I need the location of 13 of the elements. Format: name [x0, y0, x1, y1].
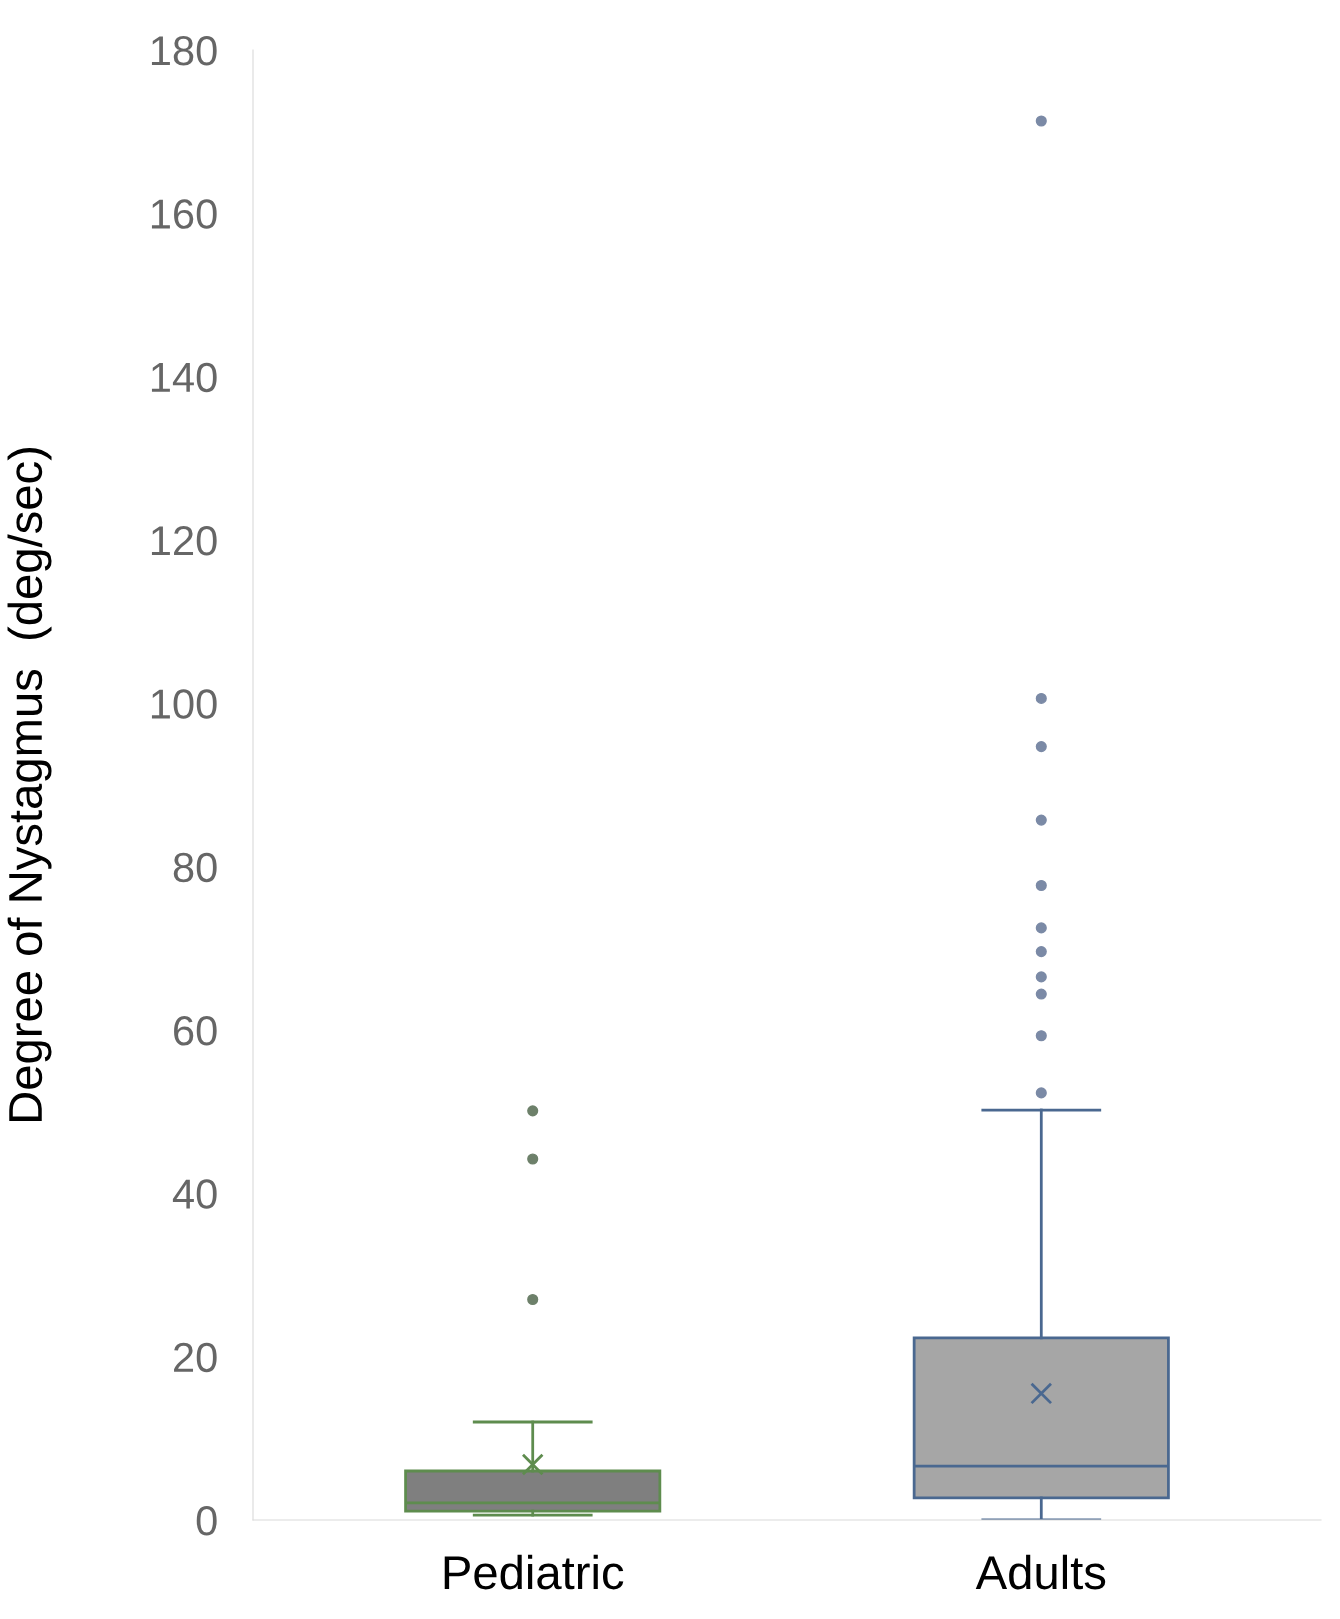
y-tick-label: 0 — [196, 1506, 217, 1536]
y-tick-label: 80 — [173, 852, 217, 883]
y-tick-label: 60 — [174, 1016, 217, 1046]
y-tick-label: 160 — [151, 199, 217, 229]
y-tick-label: 140 — [151, 362, 217, 393]
x-tick-label: Pediatric — [444, 1554, 624, 1590]
y-tick-label: 20 — [174, 1342, 217, 1373]
x-tick-label: Adults — [975, 1554, 1106, 1590]
y-tick-label: 120 — [151, 526, 217, 556]
y-tick-label: 180 — [151, 36, 217, 66]
y-axis-title: Degree of Nystagmus (deg/sec) — [7, 448, 52, 1121]
y-tick-label: 100 — [151, 689, 217, 719]
y-tick-label: 40 — [172, 1179, 217, 1209]
